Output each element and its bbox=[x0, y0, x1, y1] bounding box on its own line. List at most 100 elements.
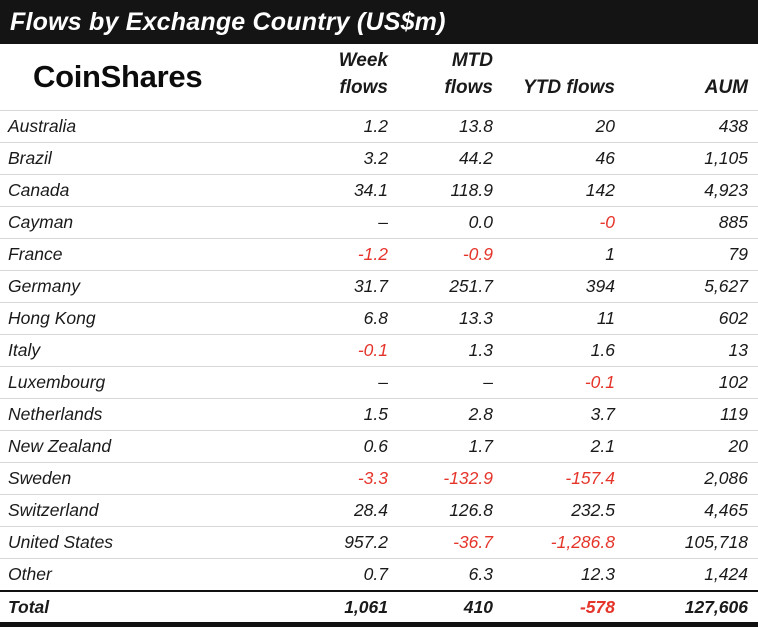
week-flows-cell: 0.7 bbox=[363, 564, 388, 584]
table-row: Netherlands 1.5 2.8 3.7 119 bbox=[0, 398, 758, 430]
ytd-flows-cell: 11 bbox=[596, 308, 615, 328]
mtd-flows-cell: -132.9 bbox=[443, 468, 493, 488]
country-cell: Cayman bbox=[8, 212, 74, 232]
country-cell: Total bbox=[8, 596, 50, 617]
aum-cell: 885 bbox=[718, 212, 748, 232]
country-cell: Hong Kong bbox=[8, 308, 96, 328]
country-cell: Other bbox=[8, 564, 52, 584]
column-header-mtd-flows: MTD flows bbox=[398, 47, 503, 110]
mtd-flows-cell: 2.8 bbox=[468, 404, 493, 424]
aum-cell: 4,923 bbox=[704, 180, 748, 200]
week-flows-cell: 1.5 bbox=[363, 404, 388, 424]
table-row: Canada 34.1 118.9 142 4,923 bbox=[0, 174, 758, 206]
aum-cell: 119 bbox=[720, 404, 748, 424]
ytd-flows-cell: 1.6 bbox=[590, 340, 615, 360]
aum-cell: 1,105 bbox=[704, 148, 748, 168]
coinshares-logo: CoinShares bbox=[33, 59, 203, 94]
aum-cell: 438 bbox=[718, 116, 748, 136]
ytd-flows-cell: -578 bbox=[579, 596, 615, 617]
aum-cell: 602 bbox=[718, 308, 748, 328]
ytd-flows-cell: 1 bbox=[605, 244, 615, 264]
aum-cell: 20 bbox=[728, 436, 748, 456]
table-row: Germany 31.7 251.7 394 5,627 bbox=[0, 270, 758, 302]
mtd-flows-cell: -0.9 bbox=[462, 244, 493, 264]
week-flows-cell: 1.2 bbox=[363, 116, 388, 136]
week-flows-cell: – bbox=[378, 372, 388, 392]
ytd-flows-cell: 20 bbox=[595, 116, 615, 136]
table-row: Luxembourg – – -0.1 102 bbox=[0, 366, 758, 398]
week-flows-cell: 34.1 bbox=[353, 180, 388, 200]
table-row: Hong Kong 6.8 13.3 11 602 bbox=[0, 302, 758, 334]
aum-cell: 13 bbox=[728, 340, 748, 360]
mtd-flows-cell: 6.3 bbox=[468, 564, 493, 584]
column-header-mtd-line2: flows bbox=[444, 77, 493, 99]
mtd-flows-cell: 1.7 bbox=[468, 436, 493, 456]
column-header-week-line2: flows bbox=[339, 77, 388, 99]
country-cell: Canada bbox=[8, 180, 70, 200]
ytd-flows-cell: 142 bbox=[585, 180, 615, 200]
ytd-flows-cell: -157.4 bbox=[565, 468, 615, 488]
country-cell: Australia bbox=[8, 116, 77, 136]
mtd-flows-cell: 1.3 bbox=[468, 340, 493, 360]
table-row: Other 0.7 6.3 12.3 1,424 bbox=[0, 558, 758, 590]
mtd-flows-cell: 251.7 bbox=[449, 276, 493, 296]
week-flows-cell: 957.2 bbox=[344, 532, 388, 552]
aum-cell: 79 bbox=[728, 244, 748, 264]
table-footer: Total 1,061 410 -578 127,606 bbox=[0, 590, 758, 622]
country-cell: Brazil bbox=[8, 148, 52, 168]
mtd-flows-cell: 126.8 bbox=[449, 500, 493, 520]
ytd-flows-cell: 3.7 bbox=[590, 404, 615, 424]
aum-cell: 5,627 bbox=[704, 276, 748, 296]
table-row: Australia 1.2 13.8 20 438 bbox=[0, 110, 758, 142]
column-header-week-line1: Week bbox=[338, 49, 388, 71]
week-flows-cell: -0.1 bbox=[357, 340, 388, 360]
logo-cell: CoinShares bbox=[0, 59, 260, 95]
aum-cell: 127,606 bbox=[684, 596, 748, 617]
table-row: Switzerland 28.4 126.8 232.5 4,465 bbox=[0, 494, 758, 526]
country-cell: Netherlands bbox=[8, 404, 103, 424]
week-flows-cell: 3.2 bbox=[363, 148, 388, 168]
aum-cell: 1,424 bbox=[704, 564, 748, 584]
mtd-flows-cell: -36.7 bbox=[453, 532, 493, 552]
country-cell: France bbox=[8, 244, 63, 264]
table-row: Brazil 3.2 44.2 46 1,105 bbox=[0, 142, 758, 174]
ytd-flows-cell: -0.1 bbox=[584, 372, 615, 392]
column-header-aum: AUM bbox=[704, 77, 748, 99]
country-cell: Germany bbox=[8, 276, 80, 296]
mtd-flows-cell: 44.2 bbox=[458, 148, 493, 168]
aum-cell: 2,086 bbox=[704, 468, 748, 488]
ytd-flows-cell: -1,286.8 bbox=[550, 532, 615, 552]
country-cell: Sweden bbox=[8, 468, 72, 488]
week-flows-cell: 28.4 bbox=[353, 500, 388, 520]
mtd-flows-cell: 13.8 bbox=[458, 116, 493, 136]
country-cell: Switzerland bbox=[8, 500, 99, 520]
total-row: Total 1,061 410 -578 127,606 bbox=[0, 590, 758, 622]
country-cell: New Zealand bbox=[8, 436, 112, 456]
ytd-flows-cell: 2.1 bbox=[590, 436, 615, 456]
aum-cell: 105,718 bbox=[684, 532, 748, 552]
week-flows-cell: 6.8 bbox=[363, 308, 388, 328]
mtd-flows-cell: 0.0 bbox=[468, 212, 493, 232]
mtd-flows-cell: 410 bbox=[463, 596, 493, 617]
mtd-flows-cell: 118.9 bbox=[450, 180, 494, 200]
column-header-mtd-line1: MTD bbox=[451, 49, 493, 71]
table-row: Cayman – 0.0 -0 885 bbox=[0, 206, 758, 238]
week-flows-cell: 1,061 bbox=[344, 596, 388, 617]
table-row: United States 957.2 -36.7 -1,286.8 105,718 bbox=[0, 526, 758, 558]
week-flows-cell: 0.6 bbox=[363, 436, 388, 456]
week-flows-cell: -3.3 bbox=[357, 468, 388, 488]
week-flows-cell: -1.2 bbox=[357, 244, 388, 264]
bottom-border-bar bbox=[0, 622, 758, 627]
country-cell: Luxembourg bbox=[8, 372, 106, 392]
mtd-flows-cell: – bbox=[483, 372, 493, 392]
ytd-flows-cell: 232.5 bbox=[571, 500, 615, 520]
ytd-flows-cell: 394 bbox=[585, 276, 615, 296]
week-flows-cell: 31.7 bbox=[353, 276, 388, 296]
ytd-flows-cell: -0 bbox=[599, 212, 615, 232]
column-header-week-flows: Week flows bbox=[260, 47, 398, 110]
country-cell: Italy bbox=[8, 340, 41, 360]
table-title: Flows by Exchange Country (US$m) bbox=[10, 7, 446, 36]
table-row: France -1.2 -0.9 1 79 bbox=[0, 238, 758, 270]
table-header-row: CoinShares Week flows MTD flows YTD flow… bbox=[0, 44, 758, 110]
table-body: Australia 1.2 13.8 20 438 Brazil 3.2 44.2 46 1,10… bbox=[0, 110, 758, 590]
